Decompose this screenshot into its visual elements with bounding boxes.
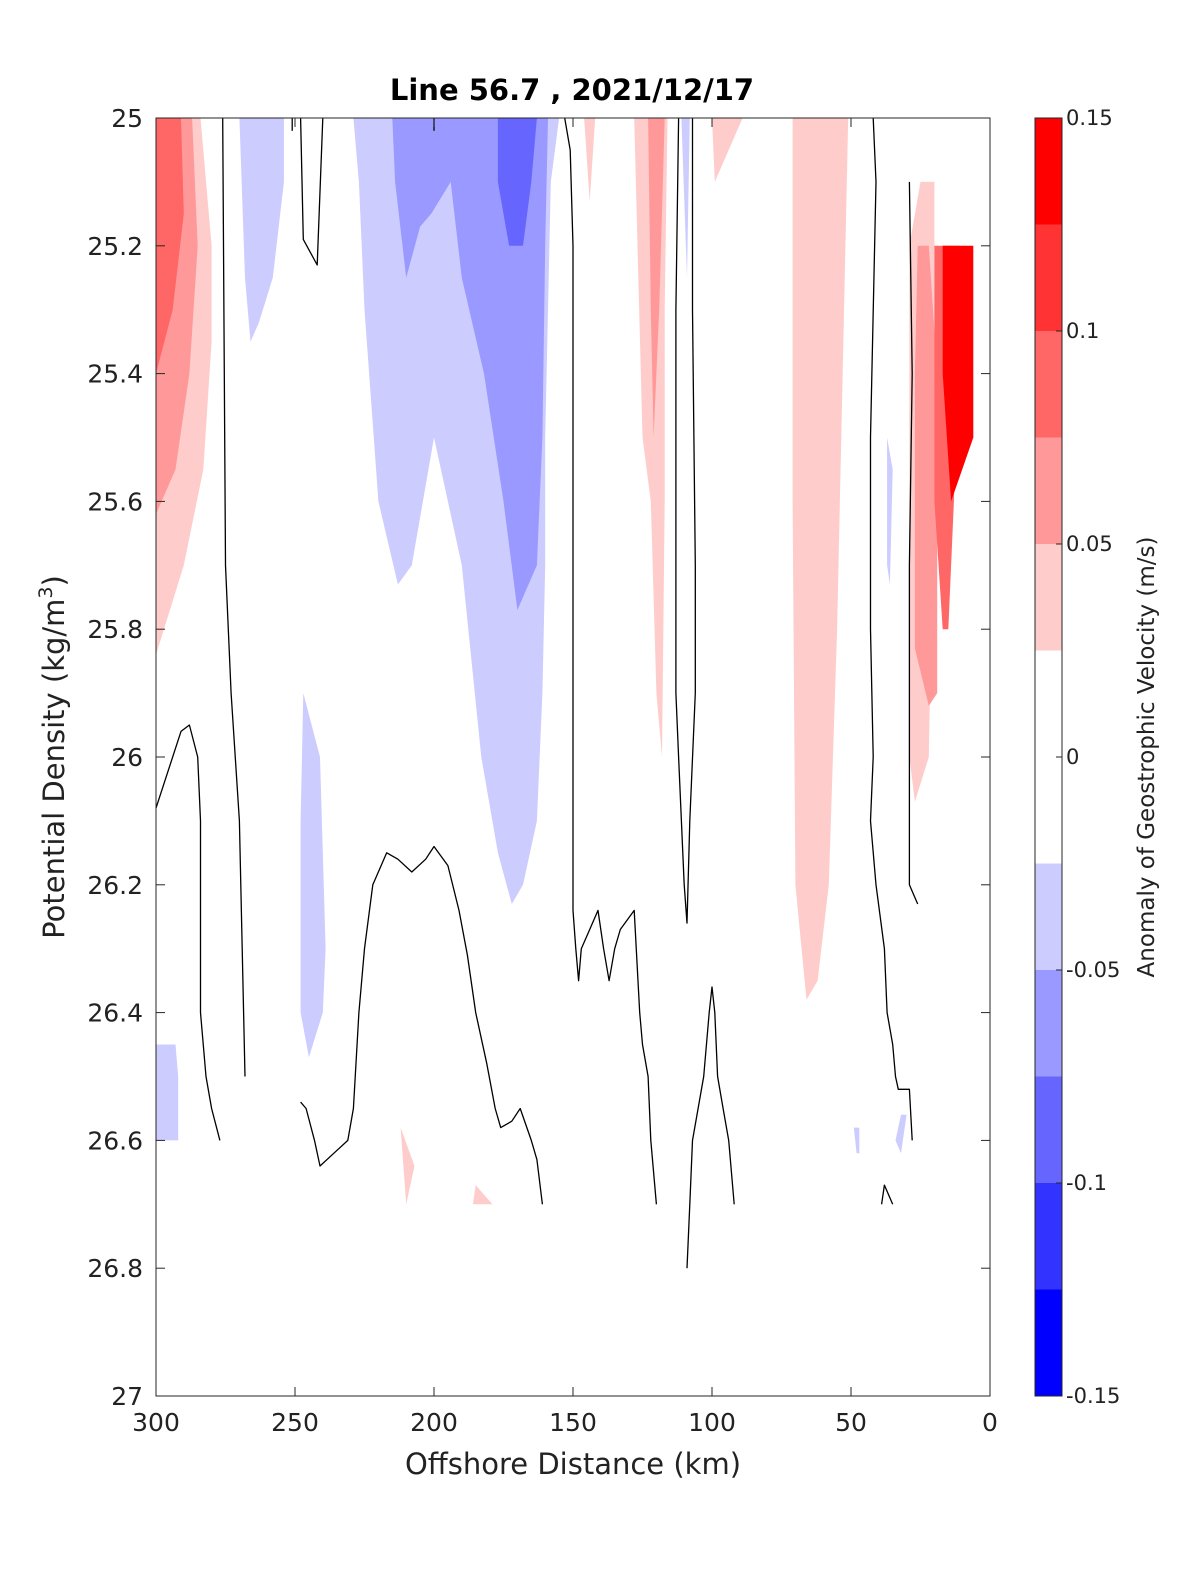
contour-region-23	[400, 1127, 415, 1205]
contour-region-21	[853, 1127, 860, 1154]
y-tick-label-6: 26.2	[87, 871, 143, 900]
y-tick-label-7: 26.4	[87, 999, 143, 1028]
colorbar-swatch-7	[1035, 970, 1062, 1077]
contour-region-3	[239, 118, 284, 342]
zero-contour-line-7	[675, 118, 696, 924]
contour-region-9	[156, 1044, 179, 1141]
y-axis-label-superscript: 3	[35, 586, 57, 598]
contour-region-19	[942, 245, 974, 502]
contour-region-15	[792, 118, 849, 1000]
contour-region-7	[497, 118, 537, 246]
y-axis: 25 25.2 25.4 25.6 25.8 26 26.2 26.4 26.6 26.8 27	[87, 104, 990, 1411]
zero-contour-line-8	[686, 986, 735, 1269]
colorbar: 0.15 0.1 0.05 0 -0.05 -0.1 -0.15	[1034, 106, 1120, 1408]
contour-region-11	[648, 118, 665, 438]
contour-region-12	[584, 118, 596, 202]
x-tick-label-4: 100	[688, 1408, 736, 1437]
y-tick-label-10: 27	[111, 1382, 143, 1411]
zero-contour-line-9	[869, 118, 913, 1141]
zero-contour-line-11	[880, 1184, 894, 1205]
colorbar-label: Anomaly of Geostrophic Velocity (m/s)	[1134, 537, 1160, 978]
contour-region-5	[392, 118, 454, 278]
y-axis-label-close: )	[37, 575, 71, 586]
y-tick-label-2: 25.4	[87, 360, 143, 389]
colorbar-swatch-9	[1035, 1183, 1062, 1290]
colorbar-tick-label-3: 0	[1066, 745, 1079, 769]
chart-title: Line 56.7 , 2021/12/17	[390, 73, 754, 107]
zero-contour-line-4	[300, 845, 544, 1205]
colorbar-swatch-4	[1035, 544, 1062, 651]
contour-region-20	[887, 437, 893, 585]
colorbar-swatch-6	[1035, 863, 1062, 970]
y-tick-label-1: 25.2	[87, 232, 143, 261]
x-tick-label-0: 300	[132, 1408, 180, 1437]
contour-region-2	[156, 118, 184, 374]
y-tick-label-3: 25.6	[87, 487, 143, 516]
colorbar-swatch-0	[1035, 118, 1062, 225]
colorbar-swatch-2	[1035, 331, 1062, 438]
zero-contour-line-1	[222, 118, 246, 1077]
y-tick-label-4: 25.8	[87, 615, 143, 644]
x-axis: 300 250 200 150 100 50 0	[132, 118, 998, 1437]
y-axis-label: Potential Density (kg/m3)	[35, 575, 71, 939]
x-tick-label-2: 200	[410, 1408, 458, 1437]
y-tick-label-5: 26	[111, 743, 143, 772]
colorbar-tick-label-0: 0.15	[1066, 106, 1113, 130]
colorbar-tick-label-1: 0.1	[1066, 319, 1099, 343]
y-tick-label-8: 26.6	[87, 1126, 143, 1155]
y-tick-label-9: 26.8	[87, 1254, 143, 1283]
contour-region-13	[712, 118, 743, 182]
x-tick-label-6: 0	[982, 1408, 998, 1437]
x-tick-label-5: 50	[835, 1408, 867, 1437]
contour-region-22	[895, 1114, 907, 1154]
colorbar-swatch-3	[1035, 437, 1062, 544]
contour-region-24	[472, 1185, 493, 1205]
x-axis-label: Offshore Distance (km)	[405, 1447, 741, 1481]
contour-region-17	[914, 245, 938, 706]
colorbar-tick-label-5: -0.1	[1066, 1171, 1107, 1195]
colorbar-swatch-10	[1035, 1289, 1062, 1396]
zero-contour-line-3	[299, 118, 324, 266]
contour-region-14	[681, 118, 690, 278]
colorbar-swatch-8	[1035, 1076, 1062, 1183]
x-tick-label-1: 250	[271, 1408, 319, 1437]
colorbar-tick-label-2: 0.05	[1066, 532, 1113, 556]
colorbar-tick-label-6: -0.15	[1066, 1384, 1120, 1408]
zero-contour-line-0	[156, 724, 221, 1141]
colorbar-swatch-1	[1035, 224, 1062, 331]
contour-region-8	[300, 693, 326, 1058]
zero-contour-line-10	[908, 181, 919, 905]
colorbar-tick-label-4: -0.05	[1066, 958, 1120, 982]
y-tick-label-0: 25	[111, 104, 143, 133]
zero-contour-lines	[156, 118, 919, 1269]
zero-contour-line-6	[564, 118, 658, 1205]
filled-contour-regions	[156, 118, 974, 1205]
y-axis-label-text: Potential Density (kg/m	[37, 599, 71, 939]
x-tick-label-3: 150	[549, 1408, 597, 1437]
